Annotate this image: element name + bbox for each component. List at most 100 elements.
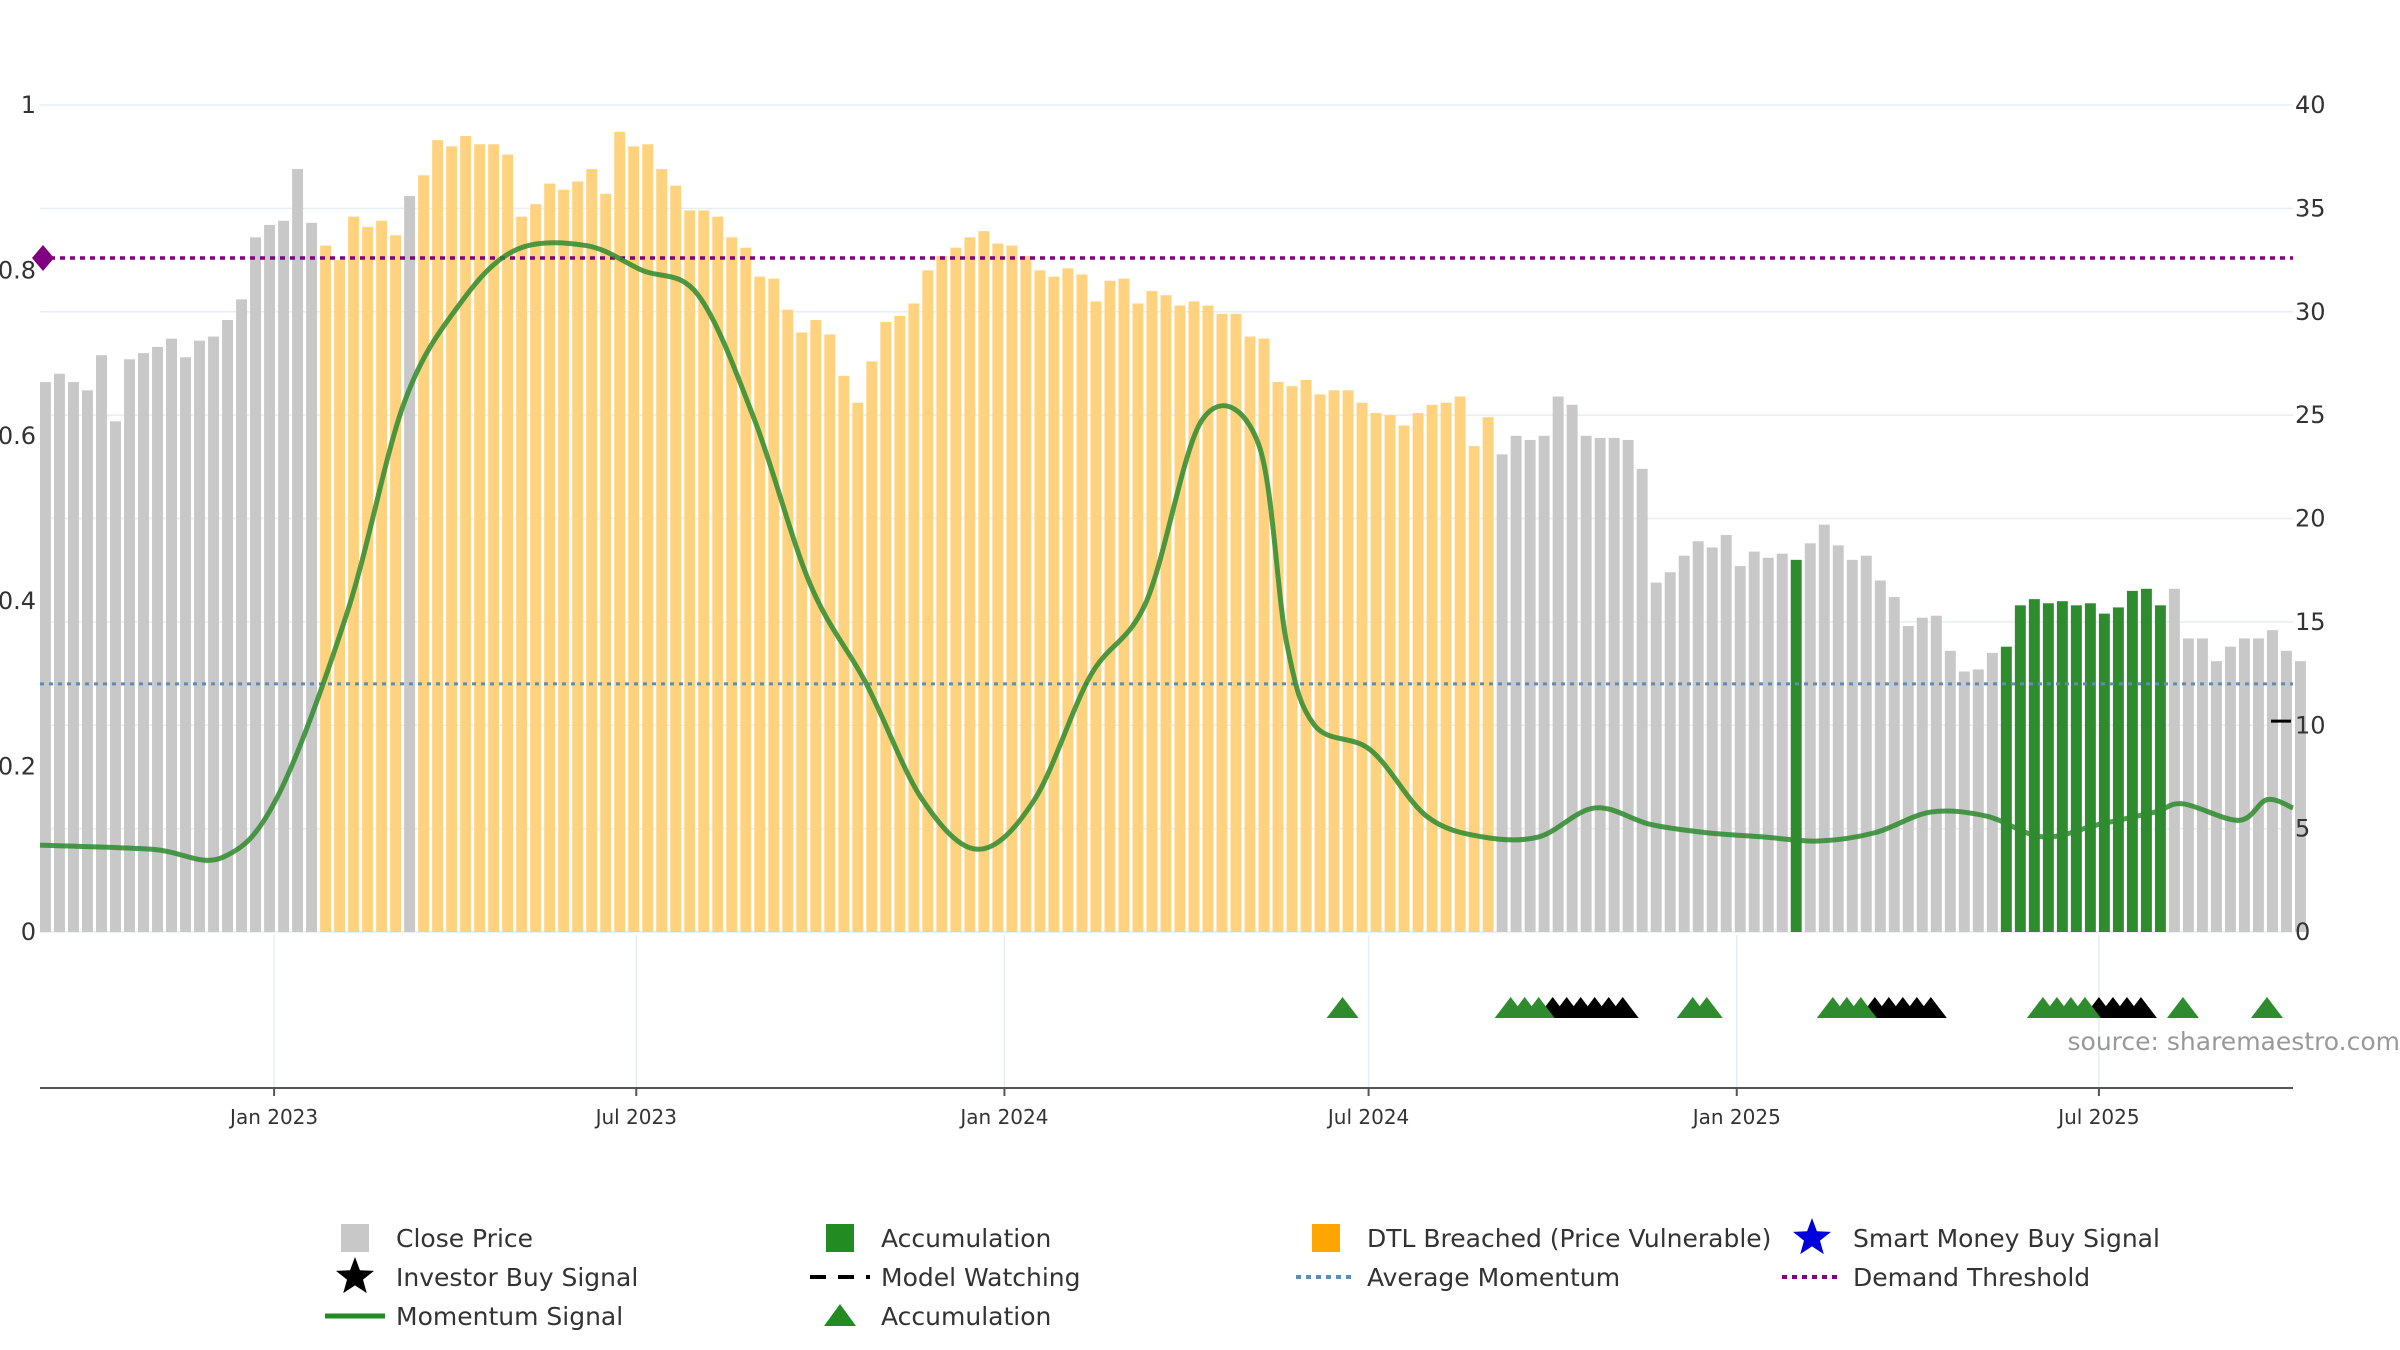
close-price-bar [2182,638,2194,932]
dtl-breached-bar [922,270,934,932]
close-price-bar [1706,547,1718,932]
x-axis-tick-label: Jul 2025 [2056,1105,2139,1129]
dtl-breached-bar [656,169,668,932]
accumulation-bar [2154,605,2166,932]
dtl-breached-bar [1412,413,1424,932]
dtl-breached-bar [1104,280,1116,932]
accumulation-triangle [1690,997,1723,1018]
accumulation-bar [2140,588,2152,932]
close-price-bar [68,382,79,932]
dtl-breached-bar [964,237,976,932]
right-axis-tick-label: 15 [2295,608,2326,636]
close-price-bar [250,237,262,932]
dtl-breached-bar [1272,382,1284,932]
dtl-breached-bar [1468,446,1480,932]
dtl-breached-bar [824,334,836,932]
dtl-breached-bar [1160,295,1172,933]
legend-label: Accumulation [881,1224,1051,1253]
dtl-breached-bar [334,260,346,932]
accumulation-triangle [1844,997,1877,1018]
accumulation-bar [2042,603,2054,932]
dtl-breached-bar [1328,390,1340,932]
close-price-bar [138,353,149,933]
left-axis-tick-label: 0.6 [0,422,36,450]
dtl-breached-bar [1356,402,1368,933]
close-price-bar [1608,437,1620,932]
close-price-bar [96,355,107,933]
dtl-breached-bar [488,144,500,933]
legend-star-icon-black [335,1257,375,1294]
close-price-bar [1944,650,1956,932]
accumulation-bar [1790,559,1802,932]
dtl-breached-bar [362,226,374,933]
accumulation-bar [2098,613,2110,932]
close-price-bar [166,338,177,932]
close-price-bar [222,320,234,932]
accumulation-bar [2028,599,2040,932]
source-label: source: sharemaestro.com [2068,1027,2400,1056]
dtl-breached-bar [810,320,822,932]
dtl-breached-bar [446,146,458,933]
close-price-bar [292,169,304,932]
dtl-breached-bar [502,154,514,932]
legend-item: Demand Threshold [1782,1263,2090,1292]
accumulation-bar [2056,601,2068,932]
accumulation-triangle [2068,997,2101,1018]
dtl-breached-bar [726,237,738,932]
dtl-breached-bar [544,183,556,932]
dtl-breached-bar [866,361,878,932]
close-price-bar [180,357,191,932]
legend-swatch [341,1224,369,1252]
close-price-bar [1524,439,1536,932]
dtl-breached-bar [614,131,626,932]
right-axis-tick-label: 5 [2295,815,2310,843]
left-axis-tick-label: 0.4 [0,587,36,615]
dtl-breached-bar [1482,417,1494,932]
accumulation-triangle [2250,997,2283,1018]
dtl-breached-bar [1006,245,1018,933]
close-price-bar [2266,630,2278,932]
close-price-bar [2238,638,2250,932]
dtl-breached-bar [418,175,430,933]
dtl-breached-bar [1034,270,1046,932]
close-price-bar [1888,597,1900,932]
dtl-breached-bar [390,235,402,932]
accumulation-triangle [1326,997,1359,1018]
legend-item: Smart Money Buy Signal [1792,1218,2160,1255]
dtl-breached-bar [530,204,542,933]
dtl-breached-bar [516,216,528,932]
dtl-breached-bar [950,247,962,933]
close-price-bar [1860,555,1872,932]
close-price-bar [40,382,51,932]
legend-item: Accumulation [824,1302,1051,1331]
dtl-breached-bar [1146,291,1158,932]
dtl-breached-bar [978,231,990,932]
close-price-bar [1846,559,1858,932]
dtl-breached-bar [1090,301,1102,933]
dtl-breached-bar [1440,402,1452,933]
right-axis-tick-label: 35 [2295,194,2326,222]
signal-lines [32,240,2294,863]
close-price-bar [264,224,276,933]
legend-label: DTL Breached (Price Vulnerable) [1367,1224,1771,1253]
dtl-breached-bar [838,375,850,932]
dtl-breached-bar [908,303,920,933]
close-price-bar [1720,535,1732,932]
dtl-breached-bar [1048,276,1060,932]
close-price-bar [2280,650,2292,932]
legend-triangle-icon [824,1304,856,1326]
accumulation-triangle [1522,997,1555,1018]
dtl-breached-bar [1216,313,1228,932]
legend-label: Accumulation [881,1302,1051,1331]
legend-label: Model Watching [881,1263,1081,1292]
legend-item: Accumulation [826,1224,1051,1253]
dtl-breached-bar [782,309,794,932]
legend-star-icon [1792,1218,1832,1255]
dtl-breached-bar [754,276,766,932]
close-price-bar [82,390,93,932]
right-axis-tick-label: 10 [2295,711,2326,739]
dtl-breached-bar [1062,268,1074,932]
close-price-bar [194,340,205,932]
left-axis-tick-label: 0.2 [0,753,36,781]
